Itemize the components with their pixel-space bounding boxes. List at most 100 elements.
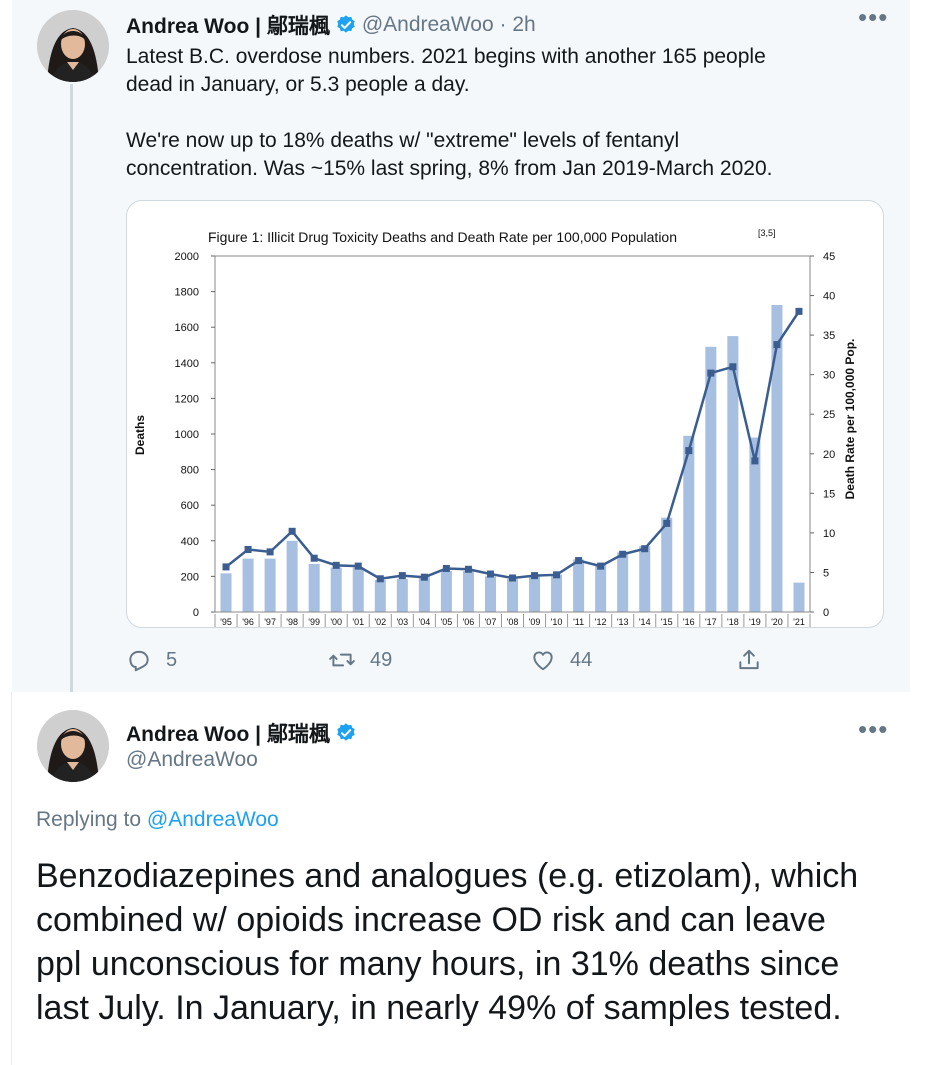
like-button[interactable]: 44 bbox=[530, 647, 592, 673]
x-tick-label: '03 bbox=[396, 617, 408, 627]
line-point bbox=[663, 519, 671, 527]
line-point bbox=[773, 341, 781, 349]
line-point bbox=[685, 447, 693, 455]
line-point bbox=[354, 562, 362, 570]
bar bbox=[396, 579, 408, 612]
line-point bbox=[641, 545, 649, 553]
x-tick-label: '05 bbox=[441, 617, 453, 627]
bar bbox=[308, 563, 320, 612]
line-point bbox=[619, 550, 627, 558]
x-tick-label: '02 bbox=[374, 617, 386, 627]
line-point bbox=[486, 570, 494, 578]
reply-button[interactable]: 5 bbox=[126, 647, 177, 673]
tweet2-header: Andrea Woo | 鄔瑞楓 bbox=[126, 718, 362, 748]
tweet-reply[interactable] bbox=[12, 692, 910, 1065]
y-tick-label: 1600 bbox=[175, 322, 199, 334]
bar bbox=[595, 563, 607, 612]
y-tick-label: 200 bbox=[181, 571, 199, 583]
line-point bbox=[244, 546, 252, 554]
bar bbox=[286, 540, 298, 612]
y2-tick-label: 35 bbox=[823, 330, 835, 342]
display-name[interactable]: Andrea Woo | 鄔瑞楓 bbox=[126, 15, 330, 38]
y2-tick-label: 40 bbox=[823, 291, 835, 303]
line-point bbox=[310, 554, 318, 562]
display-name[interactable]: Andrea Woo | 鄔瑞楓 bbox=[126, 723, 330, 746]
avatar[interactable] bbox=[37, 10, 109, 82]
x-tick-label: '14 bbox=[639, 617, 651, 627]
line-point bbox=[288, 527, 296, 535]
y-tick-label: 0 bbox=[193, 607, 199, 619]
y2-tick-label: 25 bbox=[823, 409, 835, 421]
line-point bbox=[464, 565, 472, 573]
bar bbox=[749, 437, 761, 612]
replying-to: Replying to @AndreaWoo bbox=[36, 808, 279, 832]
line-point bbox=[332, 561, 340, 569]
replying-to-label: Replying to bbox=[36, 808, 147, 831]
line-point bbox=[729, 363, 737, 371]
bar bbox=[639, 546, 651, 612]
y-tick-label: 1200 bbox=[175, 393, 199, 405]
y2-tick-label: 45 bbox=[823, 251, 835, 263]
y-axis-label: Deaths bbox=[133, 415, 147, 455]
bar bbox=[793, 582, 805, 612]
x-tick-label: '11 bbox=[573, 617, 584, 627]
x-tick-label: '95 bbox=[220, 617, 232, 627]
x-tick-label: '09 bbox=[529, 617, 541, 627]
media-image[interactable]: Figure 1: Illicit Drug Toxicity Deaths a… bbox=[126, 200, 884, 628]
handle[interactable]: @AndreaWoo bbox=[126, 748, 258, 771]
reply-icon bbox=[129, 650, 149, 672]
line-point bbox=[531, 572, 539, 580]
y-tick-label: 800 bbox=[181, 465, 199, 477]
more-horizontal-icon[interactable]: ••• bbox=[858, 2, 889, 32]
y2-tick-label: 30 bbox=[823, 370, 835, 382]
x-tick-label: '96 bbox=[242, 617, 254, 627]
retweet-count: 49 bbox=[370, 648, 393, 671]
tweet-text: Benzodiazepines and analogues (e.g. etiz… bbox=[36, 857, 859, 1027]
x-tick-label: '07 bbox=[485, 617, 497, 627]
line-point bbox=[266, 548, 274, 556]
y-tick-label: 600 bbox=[181, 500, 199, 512]
bar bbox=[661, 517, 673, 612]
x-tick-label: '12 bbox=[595, 617, 607, 627]
y-tick-label: 400 bbox=[181, 536, 199, 548]
line-point bbox=[553, 571, 561, 579]
line-point bbox=[509, 574, 516, 582]
bar bbox=[418, 576, 430, 612]
x-tick-label: '15 bbox=[661, 617, 673, 627]
y-tick-label: 1000 bbox=[175, 429, 199, 441]
verified-badge-icon bbox=[335, 722, 357, 744]
avatar-image bbox=[37, 710, 109, 782]
x-tick-label: '00 bbox=[330, 617, 342, 627]
more-horizontal-icon[interactable]: ••• bbox=[858, 714, 889, 744]
y-tick-label: 1400 bbox=[175, 358, 199, 370]
line-point bbox=[376, 575, 384, 583]
tweet-text: Latest B.C. overdose numbers. 2021 begin… bbox=[126, 45, 773, 180]
retweet-button[interactable]: 49 bbox=[328, 647, 392, 673]
replying-to-handle[interactable]: @AndreaWoo bbox=[146, 808, 279, 831]
x-tick-label: '21 bbox=[793, 617, 805, 627]
like-count: 44 bbox=[570, 648, 593, 671]
avatar[interactable] bbox=[37, 710, 109, 782]
avatar-image bbox=[37, 10, 109, 82]
y2-tick-label: 5 bbox=[823, 567, 829, 579]
x-tick-label: '10 bbox=[551, 617, 563, 627]
x-tick-label: '17 bbox=[705, 617, 717, 627]
y-tick-label: 1800 bbox=[175, 287, 199, 299]
tweet1-header: Andrea Woo | 鄔瑞楓 @AndreaWoo · 2h bbox=[126, 10, 536, 40]
line-point bbox=[707, 369, 715, 377]
handle-timestamp[interactable]: @AndreaWoo · 2h bbox=[361, 13, 536, 36]
bar bbox=[462, 571, 474, 612]
line-point bbox=[795, 307, 803, 315]
thread-connector bbox=[70, 84, 73, 708]
bar bbox=[727, 336, 739, 612]
x-tick-label: '18 bbox=[727, 617, 739, 627]
bar bbox=[352, 567, 364, 612]
share-button[interactable] bbox=[736, 647, 776, 673]
bar bbox=[264, 558, 276, 612]
x-tick-label: '98 bbox=[286, 617, 298, 627]
bar bbox=[440, 571, 452, 612]
y2-tick-label: 20 bbox=[823, 449, 835, 461]
x-tick-label: '06 bbox=[463, 617, 475, 627]
bar bbox=[705, 346, 717, 612]
retweet-icon bbox=[329, 653, 355, 667]
